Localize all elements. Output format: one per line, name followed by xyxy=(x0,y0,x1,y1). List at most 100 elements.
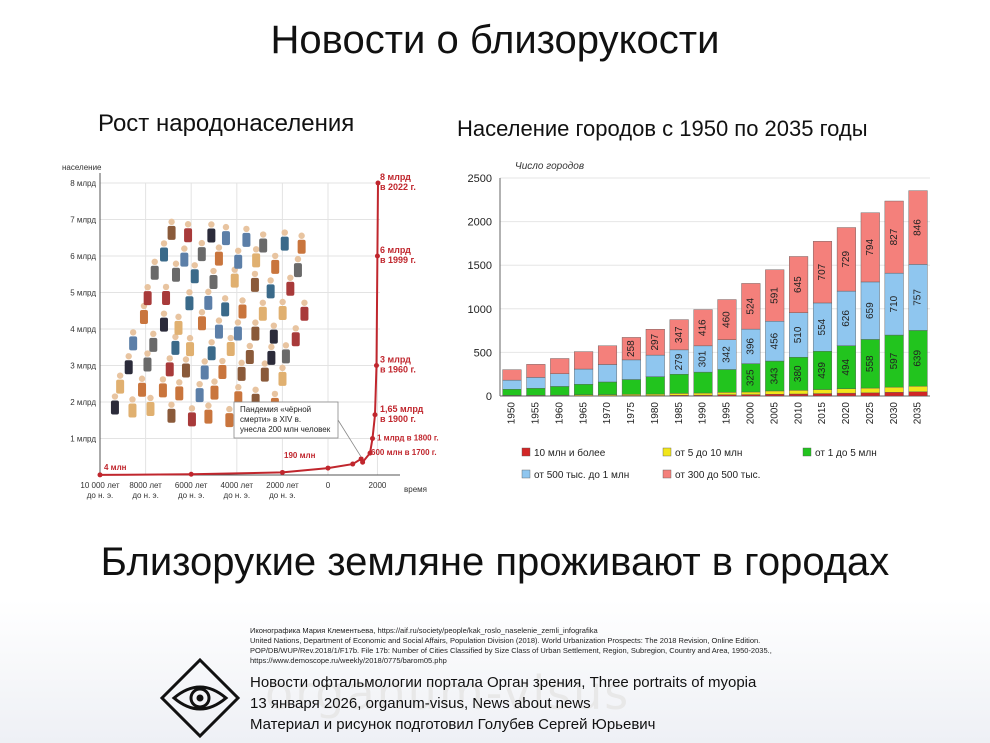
person-body xyxy=(233,326,242,341)
x-tick-label: 2000 xyxy=(369,481,387,490)
person-head xyxy=(182,356,190,363)
population-point xyxy=(360,459,366,465)
bar-segment xyxy=(597,345,618,365)
bar-segment xyxy=(526,388,546,396)
person-body xyxy=(186,342,195,357)
person-head xyxy=(271,390,279,398)
data-label: 494 xyxy=(841,358,852,375)
person-head xyxy=(205,402,212,409)
person-body xyxy=(278,305,287,320)
person-head xyxy=(235,247,242,254)
sources-list: Иконографика Мария Клементьева, https://… xyxy=(250,626,810,666)
person-head xyxy=(198,239,206,247)
bar-segment xyxy=(884,392,904,397)
person-head xyxy=(116,372,124,379)
person-head xyxy=(261,360,269,367)
person-head xyxy=(150,330,157,338)
data-label: 591 xyxy=(769,287,780,304)
person-head xyxy=(215,317,223,324)
person-body xyxy=(190,269,199,284)
x-tick-label: 2005 xyxy=(769,402,780,425)
person-body xyxy=(197,316,206,331)
bar-segment xyxy=(860,387,880,394)
person-head xyxy=(172,333,179,341)
person-head xyxy=(111,393,119,400)
data-label: 347 xyxy=(674,326,685,343)
bar-segment xyxy=(621,359,641,380)
data-label: 325 xyxy=(745,369,756,386)
person-head xyxy=(188,405,196,412)
person-head xyxy=(219,357,226,365)
person-body xyxy=(221,231,230,246)
x-tick-label: 2025 xyxy=(865,402,876,425)
population-point xyxy=(188,471,194,477)
data-label: 297 xyxy=(650,333,661,350)
person-body xyxy=(209,275,218,290)
person-body xyxy=(159,317,168,332)
data-label: 510 xyxy=(793,326,804,343)
bar-segment xyxy=(812,241,833,304)
person-head xyxy=(234,319,242,326)
person-body xyxy=(158,383,167,398)
person-body xyxy=(138,382,147,397)
person-body xyxy=(175,386,184,401)
person-head xyxy=(159,376,167,383)
x-tick-label: 1975 xyxy=(626,402,637,425)
source-line: United Nations, Department of Economic a… xyxy=(250,636,761,645)
person-head xyxy=(238,359,245,367)
y-tick-label: 6 млрд xyxy=(70,252,96,261)
data-label: 645 xyxy=(793,276,804,293)
person-head xyxy=(151,258,158,266)
person-body xyxy=(139,310,148,325)
y-tick-label: 1000 xyxy=(468,304,492,316)
person-head xyxy=(243,225,250,233)
bar-segment xyxy=(741,391,761,395)
person-head xyxy=(191,262,198,269)
annotation-label: 4 млн xyxy=(104,463,127,472)
bar-segment xyxy=(789,256,809,313)
person-body xyxy=(180,252,189,267)
bar-segment xyxy=(645,329,665,356)
person-body xyxy=(200,365,209,380)
bar-segment xyxy=(645,354,665,377)
crowd-illustration xyxy=(110,218,309,432)
person-head xyxy=(181,245,188,252)
y-tick-label: 3 млрд xyxy=(70,362,96,371)
bar-segment xyxy=(908,190,928,265)
data-label: 794 xyxy=(865,239,876,256)
person-body xyxy=(207,228,216,243)
person-head xyxy=(222,223,230,231)
x-tick-label: 2035 xyxy=(913,402,924,425)
person-body xyxy=(160,247,169,262)
person-body xyxy=(259,238,268,253)
annotation-label: 1,65 млрд в 1900 г. xyxy=(380,404,424,424)
x-tick-label: 2000 лет до н. э. xyxy=(266,481,299,500)
y-tick-label: 4 млрд xyxy=(70,325,96,334)
person-head xyxy=(210,267,217,275)
x-tick-label: 2015 xyxy=(817,402,828,425)
data-label: 258 xyxy=(626,340,637,357)
y-tick-label: 0 xyxy=(486,391,492,403)
bar-segment xyxy=(789,393,809,397)
data-label: 279 xyxy=(674,353,685,370)
bar-segment xyxy=(741,394,761,397)
legend-label: от 5 до 10 млн xyxy=(675,448,742,459)
annotation-label: 1 млрд в 1800 г. xyxy=(377,434,439,443)
legend-swatch xyxy=(662,469,672,479)
person-body xyxy=(300,306,309,321)
person-head xyxy=(205,288,212,296)
person-head xyxy=(211,378,218,385)
person-head xyxy=(259,299,267,306)
bar-segment xyxy=(502,389,522,396)
person-body xyxy=(260,367,269,382)
person-body xyxy=(124,360,133,375)
callout-box xyxy=(233,401,339,439)
legend-swatch xyxy=(662,447,672,457)
person-head xyxy=(186,289,193,296)
bar-segment xyxy=(908,385,928,393)
slide-title: Новости о близорукости xyxy=(270,18,720,62)
data-label: 729 xyxy=(841,251,852,268)
bar-segment xyxy=(717,369,737,393)
person-head xyxy=(279,298,286,306)
bar-segment xyxy=(717,392,737,395)
